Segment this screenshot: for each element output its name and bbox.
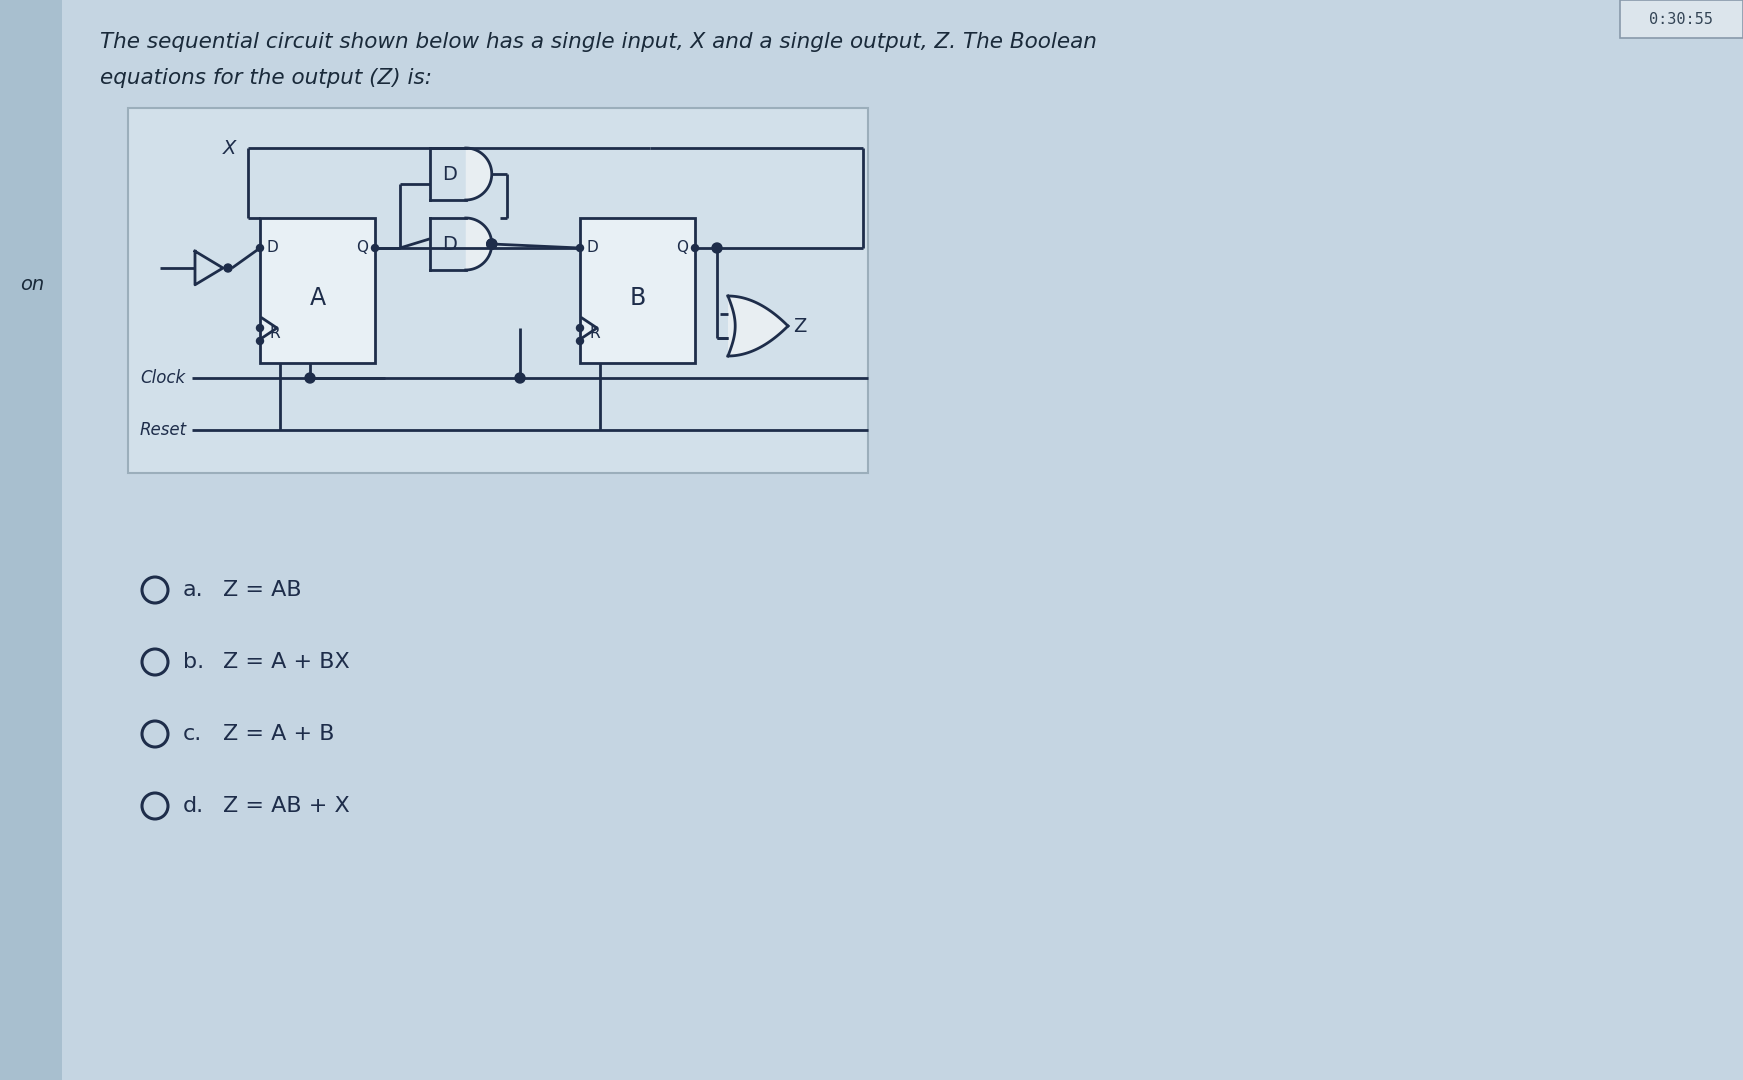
Text: 0:30:55: 0:30:55 [1649,12,1713,27]
Circle shape [305,373,315,383]
Polygon shape [729,296,788,356]
Circle shape [577,244,584,252]
Circle shape [514,373,525,383]
Text: D: D [443,234,457,254]
Text: Z = A + BX: Z = A + BX [223,652,350,672]
Text: equations for the output (Z) is:: equations for the output (Z) is: [99,68,432,87]
Circle shape [577,337,584,345]
Bar [127,108,868,473]
Text: Reset: Reset [139,421,187,438]
Text: Clock: Clock [139,369,185,387]
Text: D: D [267,241,279,256]
Circle shape [486,239,497,249]
Bar [260,218,375,363]
Text: b.: b. [183,652,204,672]
Polygon shape [465,218,492,270]
Text: c.: c. [183,724,202,744]
Circle shape [371,244,378,252]
Text: Q: Q [676,241,688,256]
Circle shape [692,244,699,252]
Text: Z = A + B: Z = A + B [223,724,335,744]
Text: Z: Z [793,316,807,336]
Bar [0,0,63,1080]
Text: Z = AB: Z = AB [223,580,302,600]
Text: B: B [629,286,645,310]
Circle shape [577,324,584,332]
Text: D: D [587,241,600,256]
Bar [1619,0,1743,38]
Circle shape [225,264,232,272]
Text: d.: d. [183,796,204,816]
Text: a.: a. [183,580,204,600]
Text: A: A [310,286,326,310]
Circle shape [256,324,263,332]
Circle shape [486,239,497,249]
Text: on: on [19,275,44,295]
Text: R: R [589,325,601,340]
Circle shape [256,337,263,345]
Bar [580,218,695,363]
Text: Z = AB + X: Z = AB + X [223,796,350,816]
Text: D: D [443,164,457,184]
Polygon shape [465,148,492,200]
Circle shape [256,244,263,252]
Text: The sequential circuit shown below has a single input, X and a single output, Z.: The sequential circuit shown below has a… [99,32,1096,52]
Text: R: R [270,325,281,340]
Text: Q: Q [356,241,368,256]
Text: X: X [223,138,235,158]
Circle shape [711,243,722,253]
